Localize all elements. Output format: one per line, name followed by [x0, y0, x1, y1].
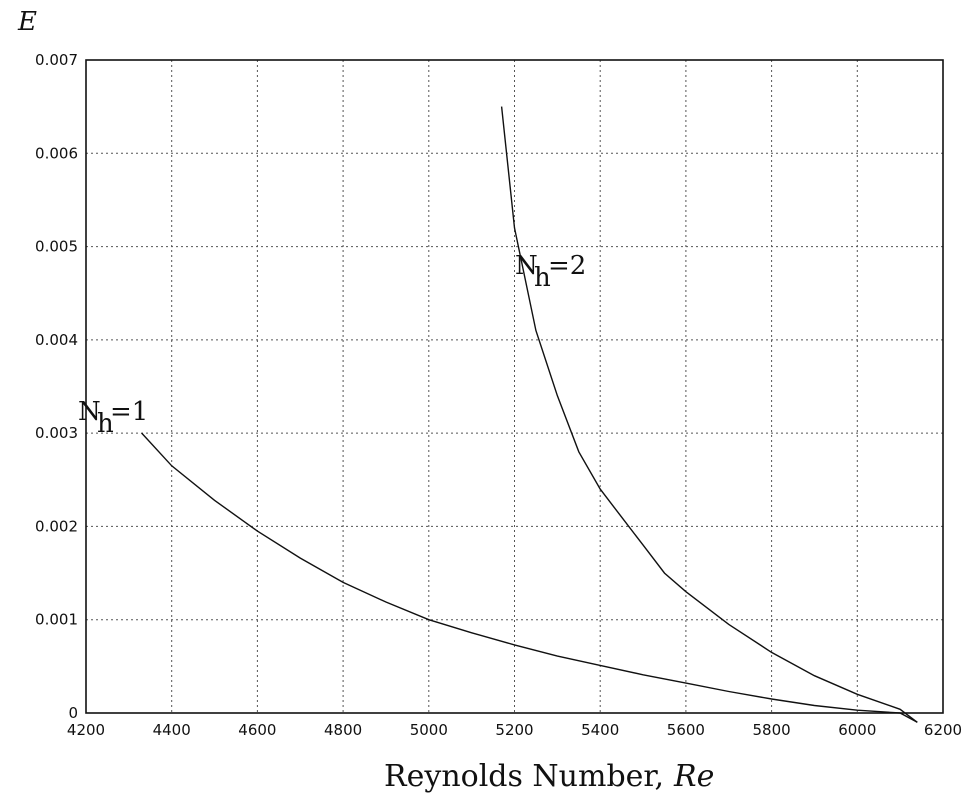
series-label-nh2-sub: h [534, 263, 551, 293]
series-lines [141, 106, 918, 723]
x-tick-label: 5200 [495, 721, 533, 739]
y-tick-label: 0.007 [35, 51, 78, 69]
x-tick-labels: 4200 4400 4600 4800 5000 5200 5400 5600 5800 6000… [67, 721, 962, 739]
x-tick-label: 6200 [924, 721, 962, 739]
series-label-nh1-main: N [78, 397, 101, 427]
x-axis-variable: Re [673, 759, 714, 794]
y-tick-label: 0.002 [35, 517, 78, 535]
x-tick-label: 4600 [238, 721, 276, 739]
y-tick-label: 0 [68, 704, 78, 722]
series-label-nh1-sub: h [97, 409, 114, 439]
y-tick-label: 0.003 [35, 424, 78, 442]
y-tick-label: 0.005 [35, 238, 78, 256]
x-tick-label: 5400 [581, 721, 619, 739]
series-line-nh2 [500, 106, 918, 723]
series-label-nh2: N h =2 [515, 251, 586, 293]
y-tick-label: 0.006 [35, 144, 78, 162]
series-label-nh2-tail: =2 [548, 251, 586, 281]
y-tick-labels: 0 0.001 0.002 0.003 0.004 0.005 0.006 0.007 [35, 51, 78, 722]
y-tick-label: 0.004 [35, 331, 78, 349]
y-tick-label: 0.001 [35, 611, 78, 629]
plot-frame [85, 59, 944, 714]
x-tick-label: 6000 [838, 721, 876, 739]
x-axis-label: Reynolds Number, [384, 759, 664, 794]
x-tick-label: 4200 [67, 721, 105, 739]
series-label-nh1-tail: =1 [110, 397, 148, 427]
x-tick-label: 4800 [324, 721, 362, 739]
x-tick-label: 5800 [753, 721, 791, 739]
series-label-nh1: N h =1 [78, 397, 148, 439]
y-axis-label: E [17, 7, 37, 37]
x-tick-label: 4400 [153, 721, 191, 739]
series-label-nh2-main: N [515, 251, 538, 281]
x-tick-label: 5000 [410, 721, 448, 739]
x-tick-label: 5600 [667, 721, 705, 739]
series-line-nh1 [141, 432, 918, 723]
grid-lines [86, 60, 943, 713]
